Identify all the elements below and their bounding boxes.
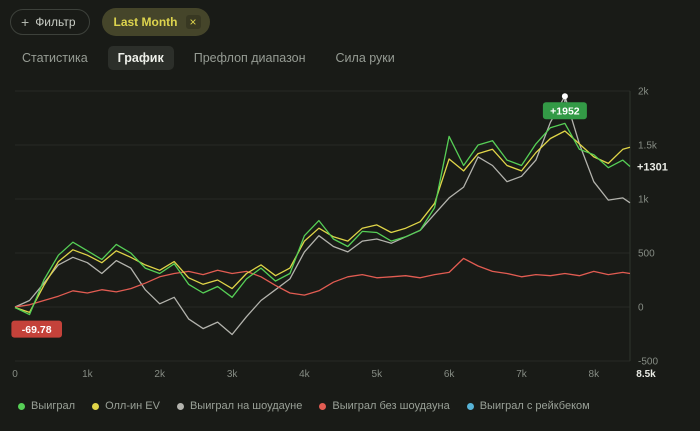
y-axis-tick-label: 1k xyxy=(638,195,650,206)
close-icon[interactable]: × xyxy=(185,15,201,29)
x-axis-tick-label: 8k xyxy=(589,369,601,380)
series-line-won xyxy=(14,122,631,316)
active-filter-label: Last Month xyxy=(113,15,178,29)
legend-label: Выиграл xyxy=(31,400,76,412)
x-axis-tick-label: 4k xyxy=(299,369,311,380)
chart-legend: Выиграл Олл-ин EV Выиграл на шоудауне Выигр… xyxy=(0,392,700,412)
legend-item-won-nonshowdown[interactable]: Выиграл без шоудауна xyxy=(319,400,450,412)
x-axis-tick-label: 2k xyxy=(154,369,166,380)
y-axis-tick-label: 2k xyxy=(638,87,650,98)
legend-label: Выиграл на шоудауне xyxy=(189,400,303,412)
x-axis-tick-label: 0 xyxy=(12,369,18,380)
x-axis-tick-label: 6k xyxy=(444,369,456,380)
series-line-won-nonshowdown xyxy=(14,257,631,308)
x-axis-tick-label: 8.5k xyxy=(636,369,656,380)
legend-label: Выиграл без шоудауна xyxy=(332,400,450,412)
legend-dot-allin-ev xyxy=(92,402,100,410)
chart-area: 2k 1.5k 1k 500 0 -500 0 1k 2k 3k 4k 5k 6k 7k 8k 8.5k +19… xyxy=(0,71,700,392)
chart-svg[interactable]: 2k 1.5k 1k 500 0 -500 0 1k 2k 3k 4k 5k 6k 7k 8k 8.5k +19… xyxy=(0,71,700,387)
legend-dot-won-nonshowdown xyxy=(319,402,327,410)
x-axis-tick-label: 5k xyxy=(372,369,384,380)
x-axis-tick-label: 3k xyxy=(227,369,239,380)
svg-text:-69.78: -69.78 xyxy=(22,324,52,336)
y-axis-tick-label: -500 xyxy=(638,357,658,368)
filter-bar: + Фильтр Last Month × xyxy=(0,0,700,40)
svg-text:+1952: +1952 xyxy=(550,106,580,118)
peak-marker-dot xyxy=(561,93,568,100)
y-axis-tick-label: 500 xyxy=(638,249,655,260)
min-value-badge: -69.78 xyxy=(11,320,62,338)
series-line-won-showdown xyxy=(14,95,631,336)
legend-item-won[interactable]: Выиграл xyxy=(18,400,75,412)
legend-item-won-rakeback[interactable]: Выиграл с рейкбеком xyxy=(466,400,590,412)
plus-icon: + xyxy=(21,14,30,30)
legend-dot-won xyxy=(18,402,25,410)
x-axis-tick-label: 7k xyxy=(516,369,528,380)
legend-label: Олл-ин EV xyxy=(105,400,160,412)
y-axis-tick-label: 1.5k xyxy=(638,141,658,152)
peak-value-badge: +1952 xyxy=(542,102,587,120)
tab-chart[interactable]: График xyxy=(107,46,174,70)
x-axis-tick-label: 1k xyxy=(82,369,94,380)
legend-label: Выиграл с рейкбеком xyxy=(479,400,590,412)
tab-bar: Статистика График Префлоп диапазон Сила рук… xyxy=(0,40,700,70)
y-axis-tick-label: 0 xyxy=(638,303,644,314)
filter-button-label: Фильтр xyxy=(35,15,76,29)
active-filter-chip[interactable]: Last Month × xyxy=(101,8,210,36)
tab-statistics[interactable]: Статистика xyxy=(22,51,88,65)
legend-item-allin-ev[interactable]: Олл-ин EV xyxy=(92,400,160,412)
current-value-label: +1301 xyxy=(637,162,668,174)
series-line-allin-ev xyxy=(14,130,631,314)
filter-button[interactable]: + Фильтр xyxy=(10,9,90,35)
tab-preflop-range[interactable]: Префлоп диапазон xyxy=(193,51,306,65)
tab-hand-strength[interactable]: Сила руки xyxy=(335,51,395,65)
legend-item-won-showdown[interactable]: Выиграл на шоудауне xyxy=(176,400,303,412)
legend-dot-won-showdown xyxy=(176,402,184,410)
legend-dot-won-rakeback xyxy=(466,402,474,410)
